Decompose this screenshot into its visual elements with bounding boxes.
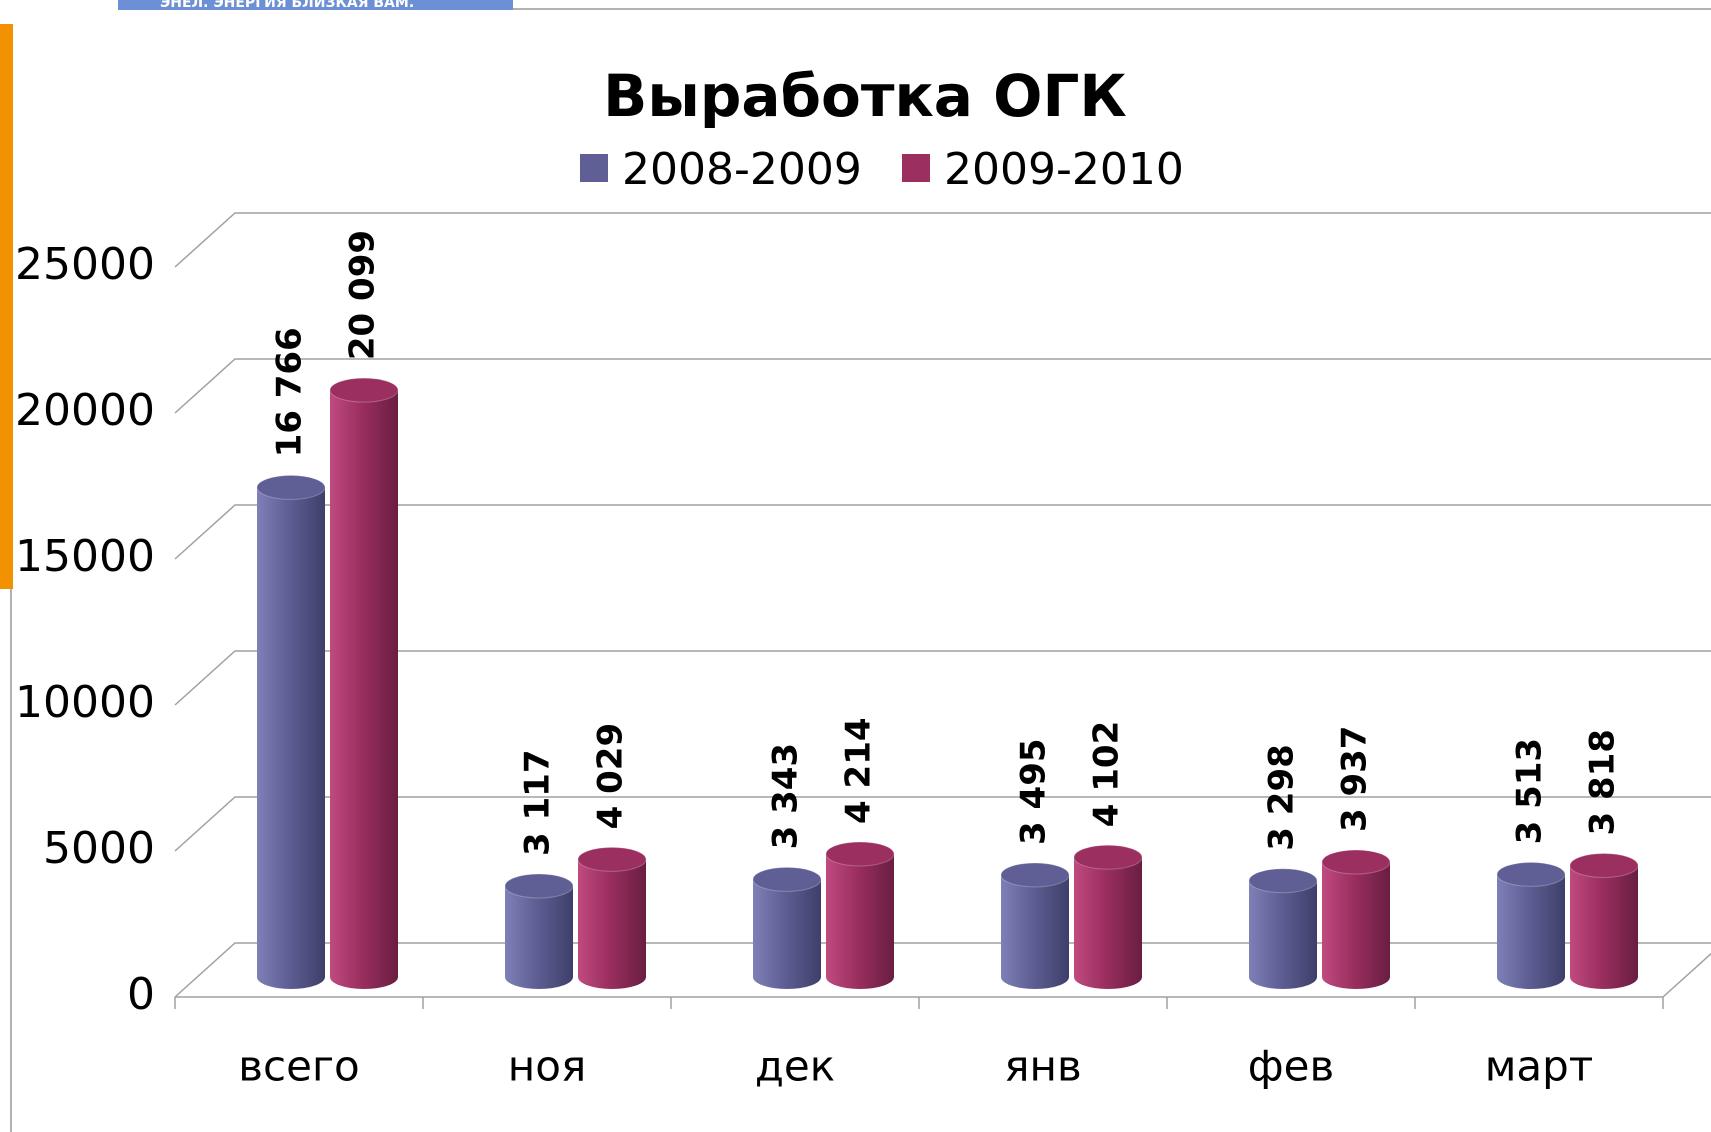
x-tick-label: март bbox=[1485, 1042, 1594, 1091]
legend-label: 2008-2009 bbox=[622, 144, 862, 195]
bar bbox=[1497, 874, 1565, 977]
bar bbox=[1322, 862, 1390, 977]
grid-line bbox=[174, 504, 1711, 560]
legend-box bbox=[545, 140, 1185, 210]
bar-top bbox=[1000, 862, 1070, 888]
value-label: 3 117 bbox=[518, 750, 558, 856]
value-label: 3 495 bbox=[1014, 738, 1054, 844]
value-label: 4 029 bbox=[591, 723, 631, 829]
bar-top bbox=[1073, 844, 1143, 870]
legend-swatch bbox=[580, 154, 608, 182]
value-label: 3 298 bbox=[1262, 744, 1302, 850]
bar-top bbox=[1569, 853, 1639, 879]
grid-line bbox=[174, 796, 1711, 852]
bar bbox=[1074, 857, 1142, 977]
chart-title: Выработка ОГК bbox=[603, 62, 1127, 130]
y-tick-label: 5000 bbox=[43, 823, 155, 874]
y-tick-label: 0 bbox=[127, 969, 155, 1020]
grid-line bbox=[174, 942, 1711, 998]
bar-top bbox=[256, 474, 326, 500]
value-label: 16 766 bbox=[270, 327, 310, 457]
x-axis-edge bbox=[1662, 952, 1711, 998]
bar-top bbox=[577, 846, 647, 872]
bar-top bbox=[1248, 868, 1318, 894]
value-label: 4 214 bbox=[839, 717, 879, 823]
bar bbox=[1249, 880, 1317, 977]
grid-line bbox=[174, 212, 1711, 268]
value-label: 3 513 bbox=[1510, 738, 1550, 844]
value-label: 3 818 bbox=[1583, 729, 1623, 835]
legend-swatch bbox=[902, 154, 930, 182]
plot: 0 5000 10000 15000 20000 25000 всего 16 766 20 0… bbox=[15, 212, 1711, 1091]
x-tick-label: янв bbox=[1004, 1042, 1081, 1091]
grid-line bbox=[174, 650, 1711, 706]
side-accent bbox=[0, 24, 13, 589]
bar bbox=[257, 487, 325, 977]
grid-line bbox=[174, 358, 1711, 414]
bar-top bbox=[752, 866, 822, 892]
bar bbox=[578, 859, 646, 977]
y-tick-label: 25000 bbox=[15, 239, 155, 290]
bar-top bbox=[329, 377, 399, 403]
x-tick-label: фев bbox=[1248, 1042, 1335, 1091]
value-label: 20 099 bbox=[343, 230, 383, 360]
bar-top bbox=[504, 873, 574, 899]
value-label: 3 343 bbox=[766, 743, 806, 849]
x-tick-label: всего bbox=[238, 1042, 359, 1091]
bar bbox=[826, 853, 894, 977]
x-tick-label: дек bbox=[755, 1042, 835, 1091]
y-tick-label: 10000 bbox=[15, 677, 155, 728]
banner bbox=[118, 0, 513, 10]
value-label: 3 937 bbox=[1335, 726, 1375, 832]
legend-label: 2009-2010 bbox=[944, 144, 1184, 195]
bar bbox=[505, 885, 573, 977]
legend: 2008-2009 2009-2010 bbox=[580, 144, 1184, 195]
bar-top bbox=[1321, 849, 1391, 875]
bar-top bbox=[825, 841, 895, 867]
x-tick-label: ноя bbox=[508, 1042, 586, 1091]
bar bbox=[753, 879, 821, 977]
bar bbox=[1001, 874, 1069, 977]
value-label: 4 102 bbox=[1087, 721, 1127, 827]
banner-text: ЭНЕЛ. ЭНЕРГИЯ БЛИЗКАЯ ВАМ. bbox=[160, 0, 414, 11]
bar bbox=[330, 390, 398, 977]
y-tick-label: 20000 bbox=[15, 385, 155, 436]
bar bbox=[1570, 865, 1638, 977]
bar-top bbox=[1496, 861, 1566, 887]
y-tick-label: 15000 bbox=[15, 531, 155, 582]
